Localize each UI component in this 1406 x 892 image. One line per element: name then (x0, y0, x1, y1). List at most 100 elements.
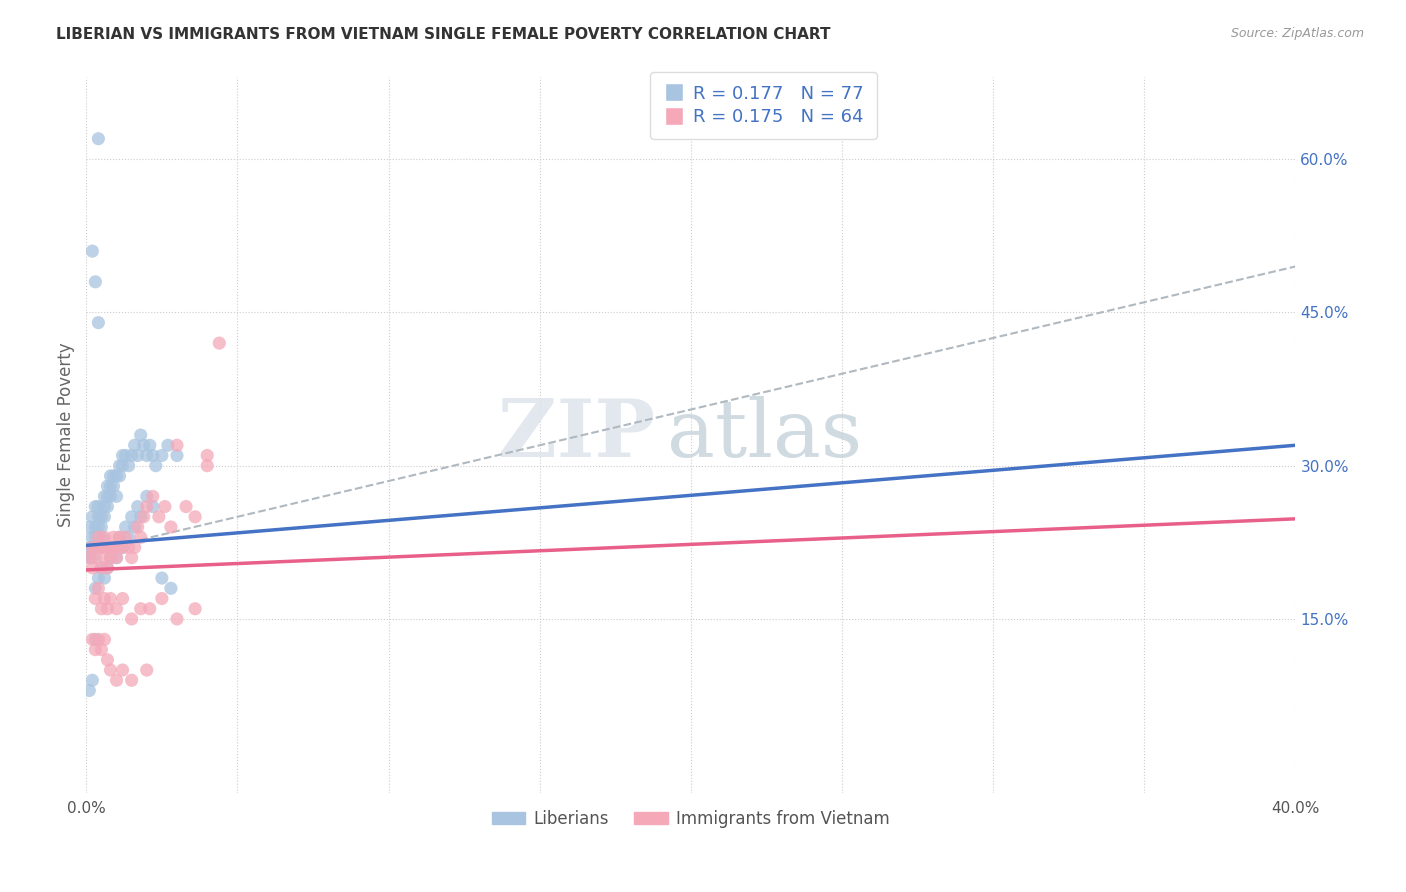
Point (208, 336, 231, 351)
Point (124, 520, 146, 534)
Point (82, 541, 104, 555)
Point (84, 541, 107, 555)
Point (142, 489, 165, 503)
Point (87, 520, 110, 534)
Point (100, 550, 122, 565)
Point (93, 591, 115, 606)
Point (195, 458, 218, 473)
Point (121, 509, 143, 524)
Point (79, 550, 101, 565)
Point (108, 530, 131, 544)
Point (135, 489, 157, 503)
Point (156, 438, 179, 452)
Point (90, 601, 112, 615)
Point (84, 550, 107, 565)
Point (79, 520, 101, 534)
Point (84, 500, 107, 514)
Point (79, 550, 101, 565)
Point (184, 509, 207, 524)
Point (82, 541, 104, 555)
Point (93, 632, 115, 647)
Point (145, 458, 167, 473)
Point (90, 642, 112, 657)
Point (166, 438, 188, 452)
Point (82, 509, 104, 524)
Point (117, 530, 139, 544)
Point (132, 509, 155, 524)
Point (96, 500, 118, 514)
Point (90, 541, 112, 555)
Point (84, 582, 107, 596)
Point (160, 582, 183, 596)
Point (195, 449, 218, 463)
Point (142, 500, 165, 514)
Text: ZIP: ZIP (498, 396, 655, 474)
Point (93, 509, 115, 524)
Point (105, 541, 128, 555)
Point (100, 663, 122, 677)
Point (166, 612, 188, 626)
Point (93, 489, 115, 503)
Point (160, 520, 183, 534)
Point (121, 612, 143, 626)
Text: Source: ZipAtlas.com: Source: ZipAtlas.com (1230, 27, 1364, 40)
Point (100, 469, 122, 483)
Point (117, 458, 139, 473)
Point (150, 571, 173, 585)
Point (103, 541, 125, 555)
Point (100, 541, 122, 555)
Point (93, 500, 115, 514)
Point (100, 479, 122, 493)
Point (111, 458, 134, 473)
Point (84, 530, 107, 544)
Point (105, 550, 128, 565)
Point (84, 591, 107, 606)
Point (132, 438, 155, 452)
Point (139, 601, 162, 615)
Point (96, 561, 118, 575)
Point (103, 479, 125, 493)
Point (100, 550, 122, 565)
Point (135, 500, 157, 514)
Point (84, 520, 107, 534)
Legend: Liberians, Immigrants from Vietnam: Liberians, Immigrants from Vietnam (485, 803, 897, 834)
Point (96, 541, 118, 555)
Point (135, 663, 157, 677)
Point (96, 561, 118, 575)
Point (103, 530, 125, 544)
Point (84, 541, 107, 555)
Point (166, 449, 188, 463)
Point (153, 500, 176, 514)
Point (96, 601, 118, 615)
Point (87, 530, 110, 544)
Point (124, 541, 146, 555)
Point (103, 541, 125, 555)
Point (114, 530, 136, 544)
Point (142, 449, 165, 463)
Point (84, 632, 107, 647)
Point (127, 520, 149, 534)
Point (87, 541, 110, 555)
Point (114, 520, 136, 534)
Point (174, 500, 197, 514)
Point (129, 530, 152, 544)
Point (87, 632, 110, 647)
Point (100, 591, 122, 606)
Point (87, 316, 110, 330)
Point (150, 449, 173, 463)
Point (111, 541, 134, 555)
Point (103, 469, 125, 483)
Point (105, 550, 128, 565)
Point (139, 438, 162, 452)
Point (87, 132, 110, 146)
Point (129, 509, 152, 524)
Point (82, 561, 104, 575)
Point (111, 591, 134, 606)
Point (87, 582, 110, 596)
Point (87, 500, 110, 514)
Point (93, 571, 115, 585)
Point (114, 449, 136, 463)
Y-axis label: Single Female Poverty: Single Female Poverty (58, 343, 75, 527)
Point (90, 561, 112, 575)
Point (105, 469, 128, 483)
